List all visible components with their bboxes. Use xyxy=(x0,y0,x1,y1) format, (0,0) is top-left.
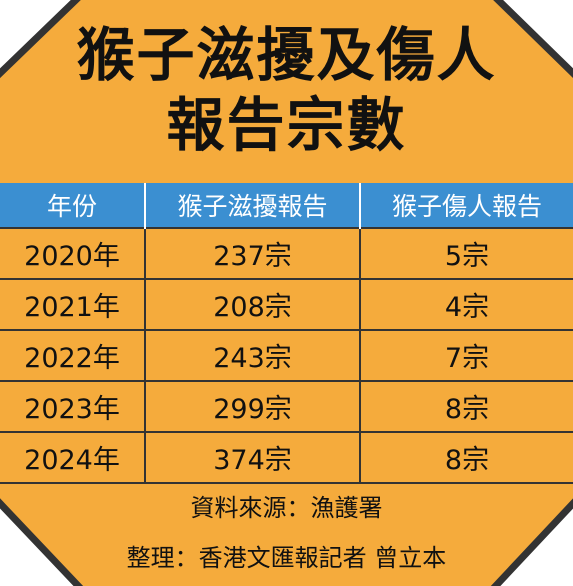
table-cell: 2022年 xyxy=(0,329,145,381)
title-line: 報告宗數 xyxy=(166,91,407,159)
header-cell: 猴子滋擾報告 xyxy=(144,183,360,228)
table-cell: 8宗 xyxy=(359,380,573,432)
table-row: 2021年 208宗 4宗 xyxy=(0,278,573,330)
source-note: 資料來源：漁護署 xyxy=(190,494,383,522)
table-cell: 2021年 xyxy=(0,278,145,330)
table-cell: 208宗 xyxy=(144,278,360,330)
table-cell: 8宗 xyxy=(359,431,573,484)
table-cell: 7宗 xyxy=(359,329,573,381)
table-body: 2020年 237宗 5宗 2021年 208宗 4宗 2022年 243宗 7宗 2023年 29… xyxy=(0,227,573,484)
table-row: 2024年 374宗 8宗 xyxy=(0,431,573,484)
table-cell: 374宗 xyxy=(144,431,360,484)
table-row: 2023年 299宗 8宗 xyxy=(0,380,573,432)
table-cell: 299宗 xyxy=(144,380,360,432)
table-cell: 243宗 xyxy=(144,329,360,381)
table-row: 2022年 243宗 7宗 xyxy=(0,329,573,381)
table-cell: 2020年 xyxy=(0,227,145,279)
report-table: 年份 猴子滋擾報告 猴子傷人報告 2020年 237宗 5宗 2021年 208宗 4宗 202… xyxy=(0,183,573,484)
table-row: 2020年 237宗 5宗 xyxy=(0,227,573,279)
table-cell: 2023年 xyxy=(0,380,145,432)
credit-note: 整理：香港文匯報記者 曾立本 xyxy=(126,544,447,572)
header-cell: 年份 xyxy=(0,183,145,228)
table-cell: 4宗 xyxy=(359,278,573,330)
header-cell: 猴子傷人報告 xyxy=(359,183,573,228)
table-cell: 5宗 xyxy=(359,227,573,279)
table-cell: 2024年 xyxy=(0,431,145,484)
title-line: 猴子滋擾及傷人 xyxy=(76,21,497,89)
header-row: 年份 猴子滋擾報告 猴子傷人報告 xyxy=(0,183,573,228)
table-cell: 237宗 xyxy=(144,227,360,279)
